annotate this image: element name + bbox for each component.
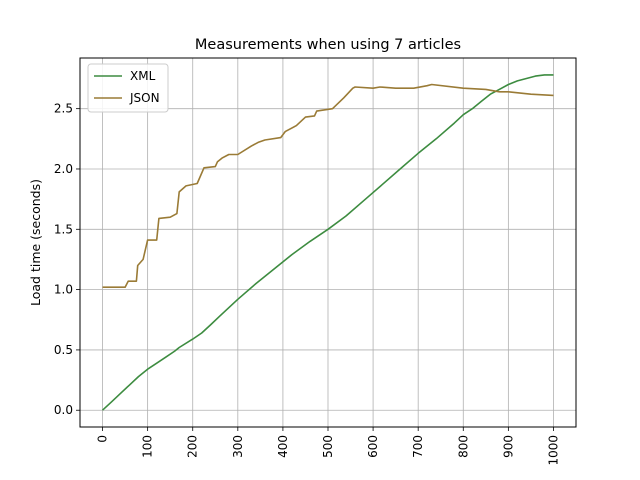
- y-tick-label: 1.5: [54, 222, 73, 236]
- x-tick-label: 500: [321, 435, 335, 458]
- y-tick-label: 0.5: [54, 343, 73, 357]
- x-tick-label: 600: [366, 435, 380, 458]
- x-tick-label: 100: [141, 435, 155, 458]
- grid: [80, 58, 576, 427]
- legend-label: JSON: [129, 91, 160, 105]
- series-line-json: [102, 83, 554, 289]
- x-tick-label: 900: [501, 435, 515, 458]
- y-tick-label: 0.0: [54, 403, 73, 417]
- x-tick-label: 400: [276, 435, 290, 458]
- y-tick-label: 2.5: [54, 102, 73, 116]
- x-tick-label: 300: [231, 435, 245, 458]
- y-tick-label: 2.0: [54, 162, 73, 176]
- series-layer: [101, 74, 554, 411]
- x-tick-label: 1000: [546, 435, 560, 466]
- x-tick-label: 800: [456, 435, 470, 458]
- x-tick-label: 200: [186, 435, 200, 458]
- chart-title: Measurements when using 7 articles: [195, 37, 461, 53]
- x-tick-label: 0: [96, 435, 110, 443]
- legend-label: XML: [130, 69, 156, 83]
- legend: XML JSON: [87, 63, 169, 113]
- x-tick-label: 700: [411, 435, 425, 458]
- axis-ticks: 0 100 200 300 400 500 600 700 800 900 1000 0.0 0.5 1.…: [54, 102, 561, 466]
- y-tick-label: 1.0: [54, 283, 73, 297]
- y-axis-label: Load time (seconds): [28, 179, 43, 306]
